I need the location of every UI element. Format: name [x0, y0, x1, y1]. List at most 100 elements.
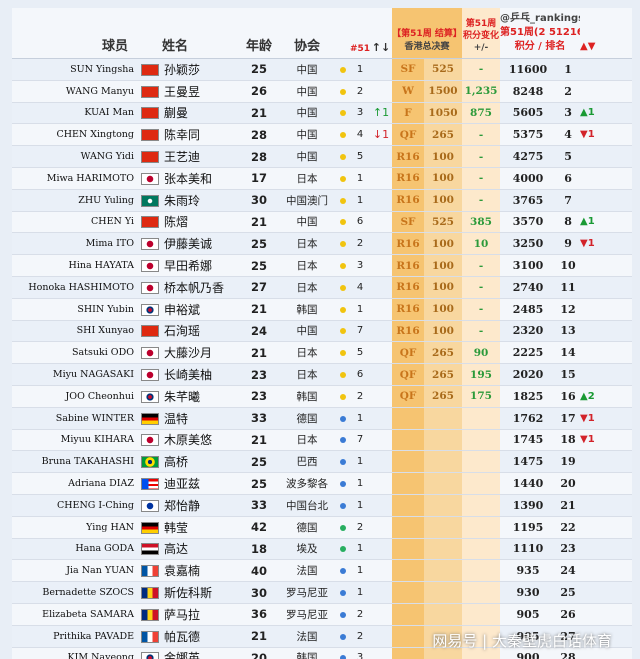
total-points: 3250 [500, 232, 557, 256]
seed-dot-icon [340, 66, 346, 73]
seed-dot-icon [340, 524, 346, 531]
points-change [462, 625, 501, 648]
seed-dot-icon [340, 655, 346, 659]
stage-points: 100 [424, 276, 463, 299]
seed-number: 7 [350, 429, 370, 452]
player-assoc: 韩国 [278, 298, 336, 321]
rank-change [580, 298, 632, 321]
flag-cell [138, 429, 162, 452]
points-change [462, 472, 501, 495]
player-en-name: Hina HAYATA [12, 254, 138, 277]
flag-cell [138, 581, 162, 604]
header-change-unit: +/- [473, 43, 489, 53]
player-en-name: Miyu NAGASAKI [12, 363, 138, 386]
seed-change [370, 58, 392, 81]
rank-number: 8 [556, 211, 581, 234]
seed-change [370, 189, 392, 212]
dot-cell [336, 472, 350, 495]
seed-change [370, 80, 392, 103]
table-row: Bernadette SZOCS 斯佐科斯 30 罗马尼亚 1 930 25 [12, 581, 632, 604]
flag-cell [138, 407, 162, 430]
points-change: 875 [462, 102, 501, 125]
table-row: Satsuki ODO 大藤沙月 21 日本 5 QF 265 90 2225 14 [12, 341, 632, 365]
player-age: 23 [240, 385, 278, 408]
total-points: 1762 [500, 407, 557, 430]
china-flag-icon [141, 85, 159, 98]
japan-flag-icon [141, 281, 159, 294]
seed-number: 1 [350, 472, 370, 495]
total-points: 2020 [500, 363, 557, 386]
stage-points [424, 538, 463, 561]
rank-number: 6 [556, 167, 581, 190]
player-assoc: 中国台北 [278, 494, 336, 517]
points-change [462, 429, 501, 452]
player-assoc: 日本 [278, 363, 336, 386]
header-assoc: 协会 [278, 8, 336, 59]
player-age: 42 [240, 516, 278, 539]
stage-result: SF [392, 58, 424, 81]
points-change [462, 603, 501, 626]
stage-result: QF [392, 123, 424, 147]
seed-change [370, 341, 392, 365]
rank-number: 24 [556, 559, 581, 583]
ranking-sheet: 球员 姓名 年龄 协会 #51 ↑↓ 【第51周 结算】 香港总决赛 第51周 积分… [12, 8, 632, 659]
table-row: WANG Yidi 王艺迪 28 中国 5 R16 100-4275 5 [12, 145, 632, 168]
header-stage-title: 【第51周 结算】 [392, 29, 462, 39]
player-age: 28 [240, 123, 278, 147]
rank-change [580, 363, 632, 386]
player-assoc: 中国 [278, 80, 336, 103]
seed-change [370, 407, 392, 430]
header-name: 姓名 [162, 8, 240, 59]
player-cn-name: 石洵瑶 [162, 320, 240, 343]
seed-number: 2 [350, 516, 370, 539]
dot-cell [336, 407, 350, 430]
stage-result [392, 581, 424, 604]
player-en-name: WANG Manyu [12, 80, 138, 103]
seed-change [370, 429, 392, 452]
seed-dot-icon [340, 306, 346, 313]
seed-change [370, 472, 392, 495]
china-flag-icon [141, 216, 159, 229]
total-points: 4000 [500, 167, 557, 190]
player-cn-name: 陈幸同 [162, 123, 240, 147]
stage-points: 1500 [424, 80, 463, 103]
player-age: 33 [240, 407, 278, 430]
stage-points: 100 [424, 167, 463, 190]
stage-result [392, 450, 424, 474]
player-assoc: 中国澳门 [278, 189, 336, 212]
stage-result [392, 625, 424, 648]
seed-number: 1 [350, 450, 370, 474]
stage-points [424, 429, 463, 452]
player-age: 25 [240, 450, 278, 474]
rank-number: 13 [556, 320, 581, 343]
seed-number: 3 [350, 647, 370, 659]
rank-change: ▲2 [580, 385, 632, 408]
player-age: 33 [240, 494, 278, 517]
flag-cell [138, 625, 162, 648]
stage-points: 100 [424, 145, 463, 168]
seed-change [370, 211, 392, 234]
seed-change [370, 625, 392, 648]
player-age: 21 [240, 102, 278, 125]
table-row: CHEN Xingtong 陈幸同 28 中国 4 ↓1 QF 265-5375 4 ▼1 [12, 123, 632, 147]
seed-change [370, 254, 392, 277]
stage-result [392, 407, 424, 430]
player-cn-name: 王曼昱 [162, 80, 240, 103]
player-en-name: KUAI Man [12, 102, 138, 125]
player-assoc: 埃及 [278, 538, 336, 561]
player-en-name: Hana GODA [12, 538, 138, 561]
table-row: Bruna TAKAHASHI 高桥 25 巴西 1 1475 19 [12, 450, 632, 474]
stage-result: W [392, 80, 424, 103]
china-flag-icon [141, 129, 159, 142]
seed-number: 1 [350, 189, 370, 212]
dot-cell [336, 559, 350, 583]
player-assoc: 中国 [278, 123, 336, 147]
seed-change [370, 145, 392, 168]
total-points: 2225 [500, 341, 557, 365]
header-rank: @乒乓_rankings 第51周(2 51216期) 积分 / 排名 [500, 8, 581, 59]
player-en-name: SHIN Yubin [12, 298, 138, 321]
stage-result: R16 [392, 189, 424, 212]
table-row: Elizabeta SAMARA 萨马拉 36 罗马尼亚 2 905 26 [12, 603, 632, 626]
stage-points: 265 [424, 385, 463, 408]
header-row: 球员 姓名 年龄 协会 #51 ↑↓ 【第51周 结算】 香港总决赛 第51周 积分… [12, 8, 632, 59]
